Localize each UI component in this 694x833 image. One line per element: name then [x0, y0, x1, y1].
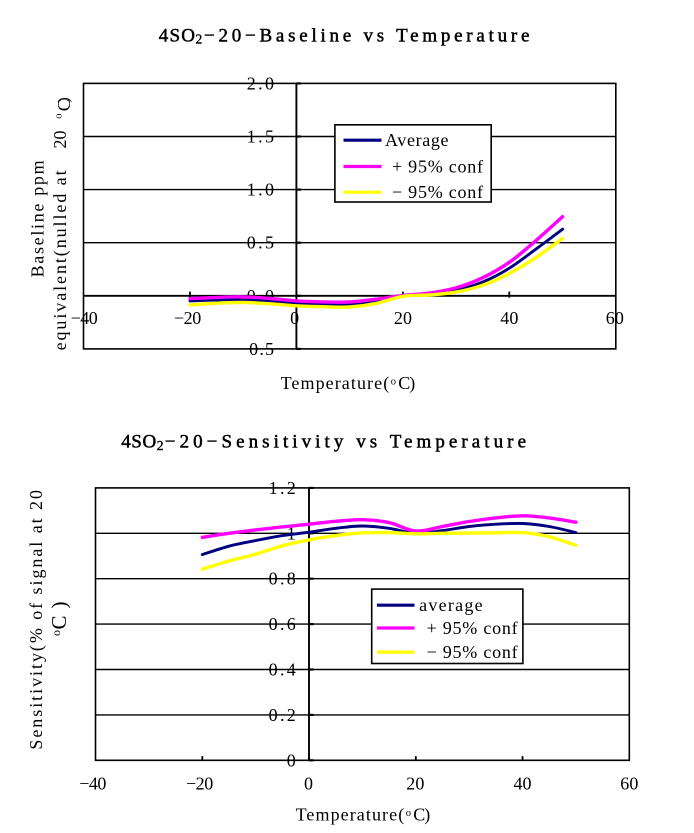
svg-text:1.2: 1.2 — [269, 478, 296, 498]
svg-text:0.5: 0.5 — [247, 233, 274, 253]
svg-text:−20: −20 — [186, 774, 213, 794]
svg-text:0: 0 — [304, 774, 313, 794]
svg-text:2: 2 — [196, 32, 203, 47]
svg-text:Average: Average — [385, 130, 449, 150]
svg-text:0: 0 — [290, 308, 299, 328]
svg-text:0.6: 0.6 — [269, 614, 296, 634]
svg-text:+ 95% conf: + 95% conf — [392, 157, 483, 177]
svg-text:Sensitivity(% of signal at 20: Sensitivity(% of signal at 20 — [26, 490, 47, 750]
svg-text:40: 40 — [513, 774, 531, 794]
svg-text:−40: −40 — [79, 774, 106, 794]
svg-text:C: C — [54, 99, 74, 111]
svg-text:0: 0 — [287, 750, 296, 770]
svg-text:−0.5: −0.5 — [238, 339, 274, 359]
svg-text:o: o — [406, 808, 411, 819]
svg-text:60: 60 — [620, 774, 638, 794]
svg-text:o: o — [54, 114, 65, 119]
svg-text:Temperature(: Temperature( — [296, 805, 405, 826]
svg-text:2: 2 — [157, 438, 164, 453]
svg-text:0.4: 0.4 — [269, 660, 296, 680]
svg-text:− 95% conf: − 95% conf — [427, 642, 518, 662]
svg-text:−20−Baseline vs Temperature: −20−Baseline vs Temperature — [204, 25, 529, 46]
svg-text:0.8: 0.8 — [269, 569, 296, 589]
svg-text:20: 20 — [406, 774, 424, 794]
svg-text:− 95% conf: − 95% conf — [392, 182, 483, 202]
svg-text:−40: −40 — [71, 308, 98, 328]
svg-text:20: 20 — [50, 131, 70, 149]
svg-text:20: 20 — [394, 308, 412, 328]
svg-text:40: 40 — [500, 308, 518, 328]
svg-text:1.0: 1.0 — [247, 180, 274, 200]
svg-text:C): C) — [413, 805, 430, 826]
svg-text:average: average — [419, 595, 483, 615]
svg-text:4SO: 4SO — [159, 25, 195, 46]
svg-text:2.0: 2.0 — [247, 73, 274, 93]
svg-text:60: 60 — [606, 308, 624, 328]
svg-text:): ) — [56, 97, 73, 102]
svg-text:4SO: 4SO — [121, 432, 156, 453]
svg-text:1.5: 1.5 — [247, 127, 274, 147]
svg-text:Temperature(: Temperature( — [281, 373, 390, 394]
svg-text:equivalent(nulled at: equivalent(nulled at — [50, 170, 71, 350]
svg-text:−20: −20 — [174, 308, 201, 328]
svg-text:+ 95% conf: + 95% conf — [427, 618, 518, 638]
svg-text:C): C) — [398, 373, 415, 394]
svg-text:C): C) — [47, 602, 71, 630]
svg-text:o: o — [391, 377, 396, 388]
svg-text:o: o — [49, 630, 63, 636]
svg-text:Baseline ppm: Baseline ppm — [28, 160, 48, 277]
svg-text:0.2: 0.2 — [269, 705, 296, 725]
